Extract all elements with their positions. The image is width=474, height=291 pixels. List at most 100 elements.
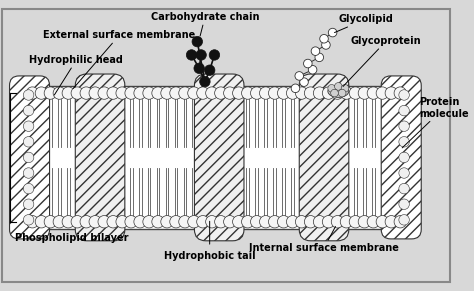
Circle shape xyxy=(35,216,47,228)
Circle shape xyxy=(322,41,330,49)
Circle shape xyxy=(399,90,410,100)
Circle shape xyxy=(215,216,227,228)
Circle shape xyxy=(186,50,197,60)
Circle shape xyxy=(143,87,155,99)
Circle shape xyxy=(313,216,326,228)
Circle shape xyxy=(23,214,34,225)
Text: Hydrophilic head: Hydrophilic head xyxy=(29,55,123,95)
Circle shape xyxy=(23,105,34,116)
Circle shape xyxy=(35,87,47,99)
Circle shape xyxy=(53,216,65,228)
Circle shape xyxy=(338,89,346,97)
Circle shape xyxy=(224,216,236,228)
Circle shape xyxy=(194,63,204,74)
Circle shape xyxy=(107,87,119,99)
Circle shape xyxy=(188,87,200,99)
Circle shape xyxy=(206,216,218,228)
Circle shape xyxy=(331,216,344,228)
Circle shape xyxy=(251,216,263,228)
Circle shape xyxy=(295,216,308,228)
Text: Glycolipid: Glycolipid xyxy=(335,14,393,33)
Circle shape xyxy=(107,216,119,228)
Circle shape xyxy=(251,87,263,99)
Circle shape xyxy=(259,216,272,228)
Circle shape xyxy=(295,87,308,99)
Circle shape xyxy=(367,216,380,228)
Circle shape xyxy=(335,83,342,90)
Circle shape xyxy=(399,105,410,116)
Circle shape xyxy=(161,87,173,99)
Circle shape xyxy=(300,78,308,86)
Text: Glycoprotein: Glycoprotein xyxy=(343,36,421,86)
Circle shape xyxy=(23,121,34,132)
Circle shape xyxy=(23,152,34,163)
Circle shape xyxy=(268,87,281,99)
Circle shape xyxy=(134,87,146,99)
Circle shape xyxy=(259,87,272,99)
Circle shape xyxy=(98,87,110,99)
Text: Protein
molecule: Protein molecule xyxy=(402,97,469,148)
Circle shape xyxy=(376,216,389,228)
Circle shape xyxy=(328,28,337,37)
Circle shape xyxy=(331,87,344,99)
Circle shape xyxy=(303,59,312,68)
Circle shape xyxy=(53,87,65,99)
Circle shape xyxy=(286,216,299,228)
Bar xyxy=(21,86,412,229)
Circle shape xyxy=(23,90,34,100)
Circle shape xyxy=(320,34,328,43)
Circle shape xyxy=(322,87,335,99)
FancyBboxPatch shape xyxy=(9,76,50,239)
Circle shape xyxy=(349,216,362,228)
Circle shape xyxy=(358,87,371,99)
Circle shape xyxy=(233,87,245,99)
Circle shape xyxy=(311,47,320,56)
Circle shape xyxy=(399,199,410,210)
Text: Internal surface membrane: Internal surface membrane xyxy=(249,226,399,253)
Circle shape xyxy=(89,87,101,99)
Circle shape xyxy=(399,136,410,147)
Circle shape xyxy=(295,72,303,80)
Circle shape xyxy=(322,216,335,228)
Circle shape xyxy=(179,87,191,99)
Circle shape xyxy=(304,87,317,99)
Text: Carbohydrate chain: Carbohydrate chain xyxy=(151,12,259,36)
Circle shape xyxy=(170,87,182,99)
Circle shape xyxy=(80,216,92,228)
Circle shape xyxy=(399,121,410,132)
Circle shape xyxy=(152,216,164,228)
Circle shape xyxy=(71,87,83,99)
Circle shape xyxy=(89,216,101,228)
Circle shape xyxy=(328,84,336,92)
Text: Phospholipid bilayer: Phospholipid bilayer xyxy=(15,233,128,243)
Circle shape xyxy=(399,152,410,163)
Circle shape xyxy=(170,216,182,228)
Circle shape xyxy=(215,87,227,99)
Circle shape xyxy=(313,87,326,99)
Circle shape xyxy=(394,216,407,228)
Circle shape xyxy=(200,77,210,87)
Circle shape xyxy=(268,216,281,228)
Circle shape xyxy=(399,183,410,194)
Circle shape xyxy=(340,216,353,228)
Circle shape xyxy=(399,214,410,225)
FancyBboxPatch shape xyxy=(194,74,244,241)
Circle shape xyxy=(196,50,206,60)
Circle shape xyxy=(242,216,254,228)
Circle shape xyxy=(340,87,353,99)
Circle shape xyxy=(134,216,146,228)
Circle shape xyxy=(116,216,128,228)
Circle shape xyxy=(161,216,173,228)
Circle shape xyxy=(341,84,349,92)
Circle shape xyxy=(125,216,137,228)
Circle shape xyxy=(315,53,324,62)
Ellipse shape xyxy=(328,85,349,97)
Circle shape xyxy=(376,87,389,99)
Circle shape xyxy=(308,65,317,74)
Text: External surface membrane: External surface membrane xyxy=(43,31,195,88)
Circle shape xyxy=(291,84,300,93)
Circle shape xyxy=(349,87,362,99)
FancyBboxPatch shape xyxy=(381,76,421,239)
Circle shape xyxy=(286,87,299,99)
Circle shape xyxy=(385,216,398,228)
